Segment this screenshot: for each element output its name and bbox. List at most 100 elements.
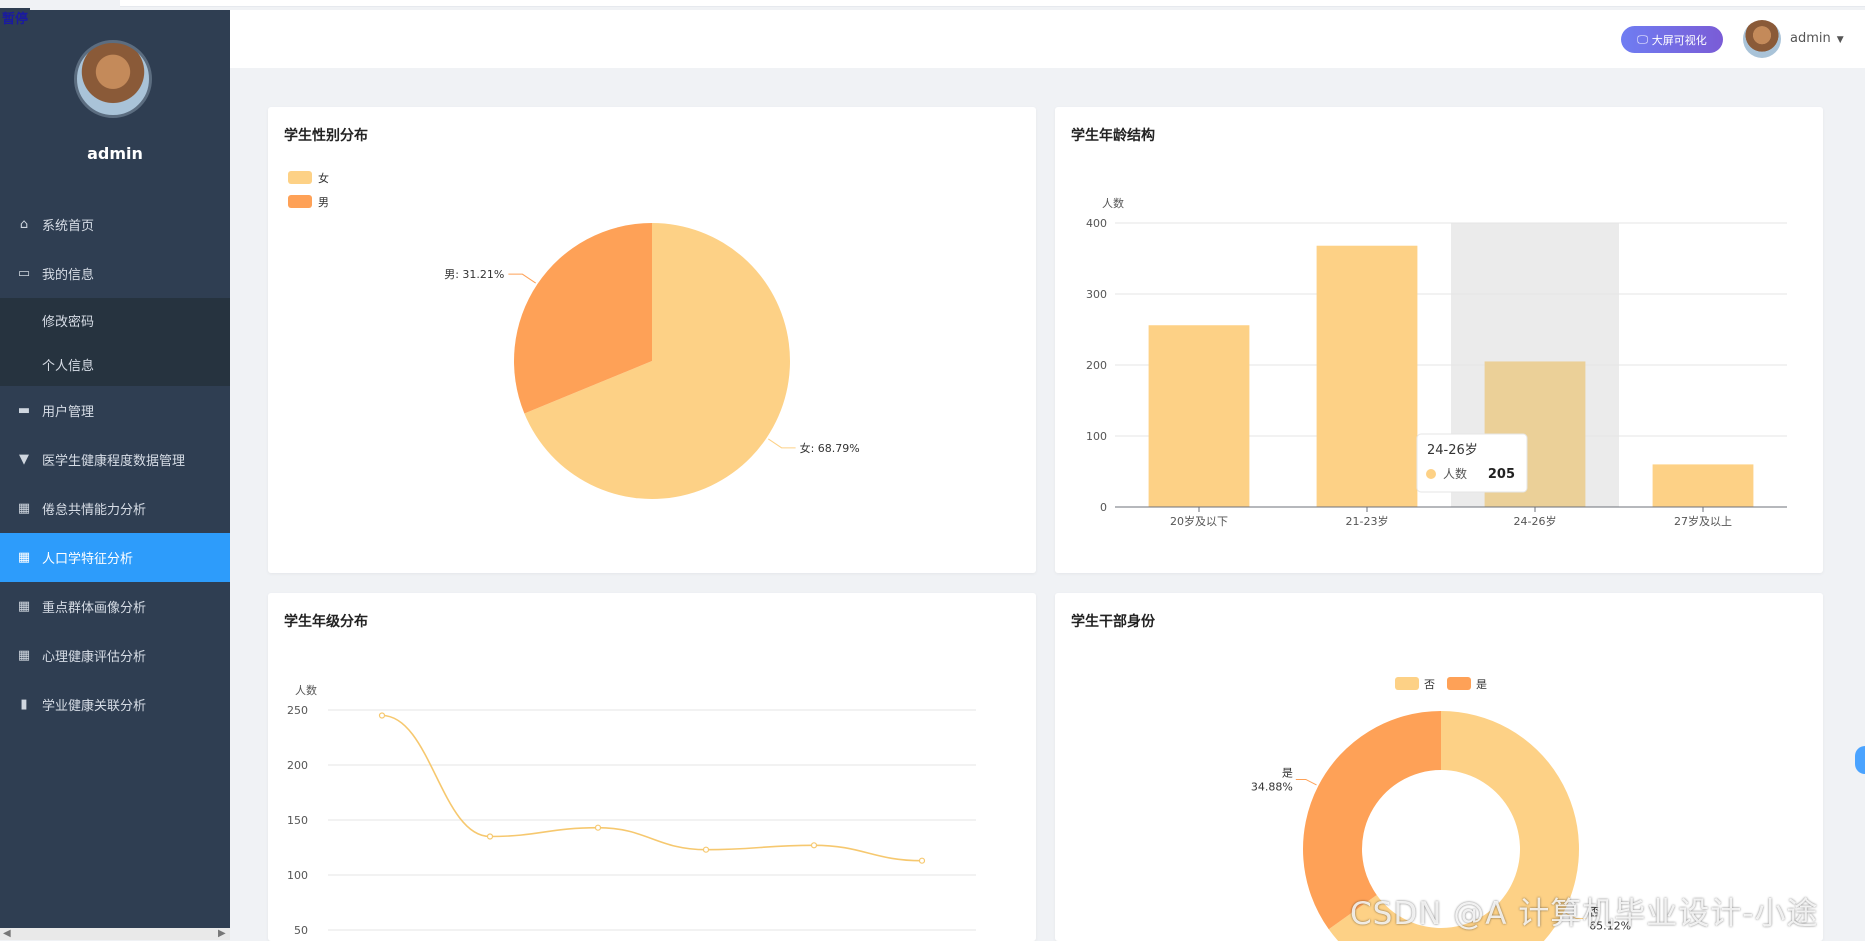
x-tick-label: 20岁及以下 (1170, 514, 1228, 528)
y-tick-label: 50 (294, 924, 308, 937)
y-tick-label: 150 (287, 814, 308, 827)
data-point (378, 712, 386, 719)
top-strip (120, 0, 1865, 7)
legend-swatch (288, 171, 312, 184)
sidebar-scrollbar[interactable]: ◀ ▶ (0, 928, 230, 940)
cadre-donut-chart: 否是否65.12%是34.88% (1251, 677, 1631, 941)
donut-label-name: 是 (1282, 766, 1293, 779)
scroll-right-icon[interactable]: ▶ (218, 928, 226, 939)
data-point (702, 846, 710, 853)
data-point (918, 857, 926, 864)
series-line (381, 714, 923, 862)
sidebar-item-label: 医学生健康程度数据管理 (42, 454, 186, 469)
legend-label: 否 (1424, 678, 1435, 691)
sidebar-item-label: 倦怠共情能力分析 (42, 503, 147, 518)
sidebar-item[interactable]: ▦ 倦怠共情能力分析 (0, 484, 230, 533)
tooltip-value: 205 (1488, 467, 1515, 482)
y-tick-label: 200 (1086, 359, 1107, 372)
x-tick-label: 24-26岁 (1514, 514, 1557, 528)
tooltip-box (1416, 433, 1528, 493)
grid-icon: ▦ (17, 550, 31, 565)
grid-icon: ▦ (17, 501, 31, 516)
card-icon: ▭ (17, 266, 31, 281)
pie-label-line (508, 273, 536, 284)
sidebar-item-label: 用户管理 (42, 405, 95, 420)
donut-label-line (1565, 912, 1587, 920)
sidebar-username: admin (87, 144, 143, 163)
sidebar-item[interactable]: ▦ 人口学特征分析 (0, 533, 230, 582)
pie-slice (524, 223, 790, 499)
y-tick-label: 0 (1100, 501, 1107, 514)
sidebar-item[interactable]: ▦ 心理健康评估分析 (0, 631, 230, 680)
legend-swatch (1447, 677, 1471, 690)
y-tick-label: 400 (1086, 217, 1107, 230)
donut-label-line (1295, 778, 1317, 786)
data-point (594, 824, 602, 831)
user-manage-icon: ▬ (17, 403, 31, 418)
sidebar-item-label: 心理健康评估分析 (42, 650, 147, 665)
avatar[interactable] (74, 40, 152, 118)
donut-slice (1328, 711, 1579, 941)
sidebar-item[interactable]: 修改密码 (0, 298, 230, 342)
cup-icon: ▼ (19, 452, 29, 467)
donut-slice (1303, 711, 1441, 930)
sidebar-item[interactable]: ▼ 医学生健康程度数据管理 (0, 435, 230, 484)
legend-label: 女 (318, 171, 329, 185)
floating-handle[interactable] (1855, 746, 1865, 774)
x-tick-label: 21-23岁 (1346, 514, 1389, 528)
sidebar-item[interactable]: ▦ 重点群体画像分析 (0, 582, 230, 631)
pause-tag[interactable]: 暂停 (0, 8, 31, 27)
card-title: 学生年龄结构 (1071, 128, 1155, 144)
caret-down-icon: ▼ (1836, 35, 1844, 45)
y-axis-label: 人数 (1102, 197, 1124, 210)
legend-swatch (288, 195, 312, 208)
data-point (486, 833, 494, 840)
header (230, 10, 1865, 68)
y-tick-label: 100 (287, 869, 308, 882)
sidebar-item-label: 个人信息 (42, 358, 95, 374)
grid-icon: ▦ (17, 648, 31, 663)
sidebar-menu: ⌂ 系统首页 ▭ 我的信息修改密码个人信息 ▬ 用户管理 ▼ 医学生健康程度数据管理 ▦ 倦怠共情… (0, 200, 230, 729)
donut-label-pct: 65.12% (1589, 920, 1631, 933)
sidebar-item-label: 人口学特征分析 (42, 552, 134, 567)
sidebar-item[interactable]: ⌂ 系统首页 (0, 200, 230, 249)
pie-label: 女: 68.79% (800, 441, 860, 455)
y-tick-label: 100 (1086, 430, 1107, 443)
donut-label-pct: 34.88% (1251, 780, 1293, 793)
legend-label: 男 (318, 196, 329, 209)
sidebar-item[interactable]: ▬ 用户管理 (0, 386, 230, 435)
pie-label-line (768, 438, 796, 449)
grade-line-chart: 50 100 150 200 250 人数 (287, 684, 976, 937)
y-tick-label: 250 (287, 704, 308, 717)
bigscreen-button[interactable]: 🖵 大屏可视化 (1621, 26, 1723, 53)
card-title: 学生性别分布 (284, 128, 368, 144)
sidebar: 暂停 admin ⌂ 系统首页 ▭ 我的信息修改密码个人信息 ▬ 用户管理 ▼ 医学生健康程度… (0, 8, 230, 930)
data-point (810, 842, 818, 849)
sidebar-item-label: 学业健康关联分析 (42, 699, 147, 714)
bar (1148, 325, 1250, 507)
user-dropdown[interactable]: admin ▼ (1790, 31, 1844, 46)
tooltip-series: 人数 (1443, 466, 1467, 481)
sidebar-item[interactable]: ▭ 我的信息 (0, 249, 230, 298)
home-icon: ⌂ (19, 217, 29, 232)
gender-pie-chart: 女男女: 68.79% 男: 31.21% (288, 171, 860, 499)
watermark: CSDN @A 计算机毕业设计-小途 (1350, 896, 1819, 932)
y-tick-label: 200 (287, 759, 308, 772)
scroll-left-icon[interactable]: ◀ (3, 928, 11, 939)
card-title: 学生干部身份 (1071, 614, 1155, 630)
legend-label: 是 (1476, 678, 1487, 691)
sidebar-item[interactable]: 个人信息 (0, 342, 230, 386)
age-bar-chart: 0 100 200 300 400 人数 20岁及以下 21-23岁 24-26岁 27岁及以上 2… (1086, 197, 1787, 528)
grid-icon: ▦ (17, 599, 31, 614)
sidebar-item-label: 系统首页 (42, 219, 95, 234)
pie-label: 男: 31.21% (444, 268, 504, 281)
sidebar-item-label: 我的信息 (42, 268, 95, 283)
tooltip-marker (1426, 469, 1436, 479)
gender-chart-card: 学生性别分布 女男女: 68.79% 男: 31.21% (268, 107, 1036, 573)
card-title: 学生年级分布 (284, 614, 368, 630)
sidebar-item[interactable]: ▮ 学业健康关联分析 (0, 680, 230, 729)
bar (1316, 245, 1418, 507)
screen-icon: 🖵 (1637, 32, 1648, 46)
bigscreen-label: 大屏可视化 (1651, 33, 1707, 47)
header-avatar[interactable] (1743, 20, 1781, 58)
